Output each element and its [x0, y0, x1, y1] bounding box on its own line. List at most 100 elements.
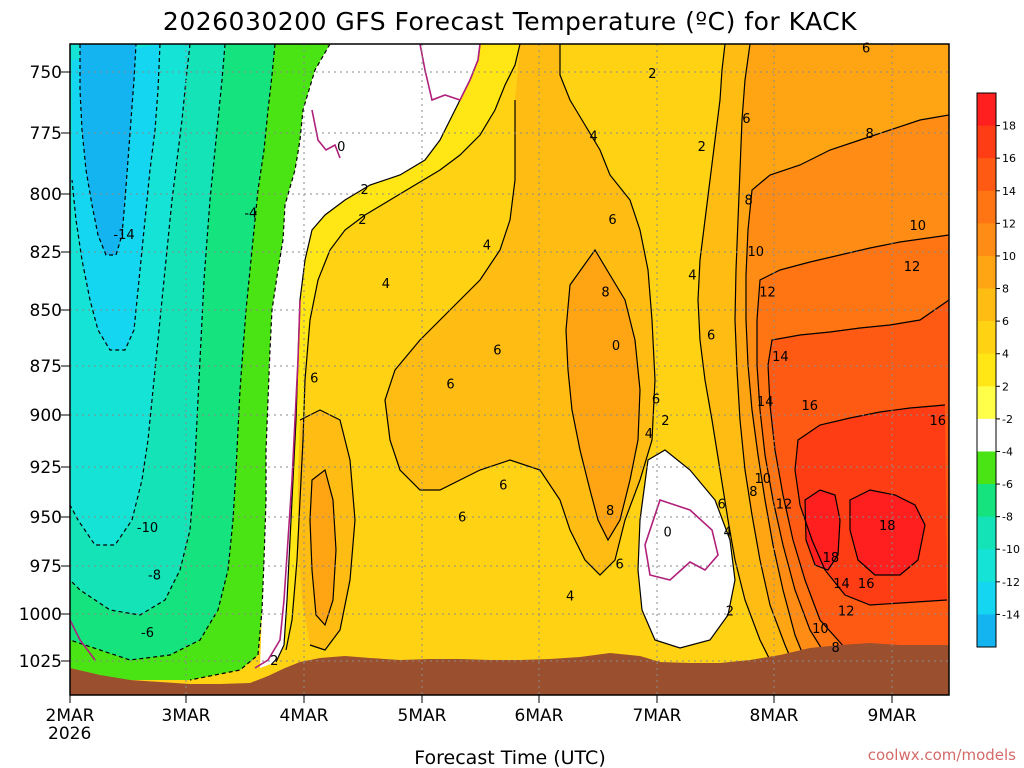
contour-label: 4	[483, 239, 491, 254]
colorbar-swatch	[977, 93, 996, 127]
colorbar-label: 14	[1002, 185, 1016, 198]
contour-label: 2	[358, 213, 366, 228]
contour-line	[804, 489, 841, 571]
zero-degree-contours	[70, 44, 719, 669]
colorbar-label: 18	[1002, 120, 1016, 133]
contour-lines	[70, 44, 949, 681]
colorbar-swatch	[977, 321, 996, 355]
x-tick-label: 6MAR	[515, 706, 564, 726]
colorbar-frame	[976, 92, 997, 648]
colorbar-swatch	[977, 125, 996, 159]
colorbar-swatch	[977, 614, 996, 648]
colorbar-swatches	[977, 93, 996, 648]
contour-label: 12	[776, 498, 793, 513]
colorbar-swatch	[977, 484, 996, 518]
contour-label: 2	[648, 67, 656, 82]
region-fill-18plus	[805, 490, 925, 575]
contour-line	[285, 44, 521, 651]
y-tick-label: 850	[30, 301, 62, 321]
contour-line	[745, 114, 949, 673]
contour-line	[71, 44, 161, 351]
contour-label: 6	[862, 41, 870, 56]
colorbar-swatch	[977, 581, 996, 615]
x-axis-title: Forecast Time (UTC)	[414, 747, 605, 768]
contour-label: -4	[244, 206, 257, 221]
contour-line	[697, 44, 781, 681]
contour-label: 4	[566, 590, 574, 605]
colorbar-swatch	[977, 288, 996, 322]
colorbar-swatch	[977, 386, 996, 420]
contour-line	[756, 234, 949, 663]
colorbar-label: -10	[1002, 543, 1020, 556]
colorbar-swatch	[977, 418, 996, 452]
contour-label: 16	[802, 399, 819, 414]
x-tick-label: 4MAR	[280, 706, 329, 726]
contour-label: 6	[707, 328, 715, 343]
colorbar-label: -14	[1002, 608, 1020, 621]
colorbar-label: 10	[1002, 250, 1016, 263]
contour-line	[189, 44, 331, 681]
contour-label: 14	[772, 350, 789, 365]
x-tick-label: 8MAR	[750, 706, 799, 726]
colorbar-swatch	[977, 516, 996, 550]
colorbar-swatch	[977, 255, 996, 290]
x-tick-label: 5MAR	[398, 706, 447, 726]
y-tick-label: 950	[30, 508, 62, 528]
contour-label: 6	[446, 378, 454, 393]
contour-line-zero	[644, 498, 719, 581]
colorbar-label: -8	[1002, 511, 1013, 524]
x-tick-label: 3MAR	[162, 706, 211, 726]
contour-label: 2	[698, 140, 706, 155]
colorbar-label: 4	[1002, 348, 1009, 361]
colorbar-label: 8	[1002, 283, 1009, 296]
region-fill-neg2to2	[260, 44, 480, 668]
plot-area	[70, 44, 949, 695]
contour-label: 8	[745, 194, 753, 209]
colorbar-labels: 18 16 14 12 10 8 6 4 2 -2 -4 -6 -8 -10 -12 -14	[996, 120, 1020, 621]
contour-label: 6	[742, 112, 750, 127]
y-tick-label: 825	[30, 243, 62, 263]
contour-label: 6	[310, 371, 318, 386]
y-tick-label: 975	[30, 557, 62, 577]
contour-label: 2	[661, 414, 669, 429]
contour-label: 6	[615, 558, 623, 573]
x-year-label: 2026	[48, 724, 91, 744]
colorbar-label: 16	[1002, 152, 1016, 165]
contour-label: 10	[748, 245, 765, 260]
contour-label: 18	[879, 519, 896, 534]
contour-label: 4	[645, 427, 653, 442]
colorbar-label: -4	[1002, 445, 1013, 458]
contour-label: 0	[337, 140, 345, 155]
contour-line-zero	[254, 299, 301, 669]
colorbar-swatch	[977, 549, 996, 583]
y-tick-label: 1000	[19, 605, 62, 625]
x-tick-label: 2MAR	[46, 706, 95, 726]
contour-label: 8	[831, 641, 839, 656]
contour-label: 2	[726, 605, 734, 620]
colorbar-label: 2	[1002, 380, 1009, 393]
contour-label: 16	[858, 577, 875, 592]
credit-text: coolwx.com/models	[868, 746, 1016, 764]
contour-line	[275, 44, 481, 663]
contour-label: 6	[718, 498, 726, 513]
contour-label: 0	[612, 339, 620, 354]
contour-label: 4	[688, 269, 696, 284]
contour-line	[309, 468, 337, 627]
contour-line	[70, 44, 226, 616]
contour-label: 18	[823, 551, 840, 566]
contour-label: 4	[590, 129, 598, 144]
grid-lines	[70, 44, 949, 695]
region-fill-neg2to2-pocket	[638, 450, 735, 648]
contour-label: 12	[904, 260, 921, 275]
contour-label: 6	[458, 511, 466, 526]
contour-label: 6	[608, 213, 616, 228]
contour-label: 16	[930, 414, 947, 429]
y-tick-label: 900	[30, 406, 62, 426]
contour-line	[794, 404, 948, 606]
chart-title: 2026030200 GFS Forecast Temperature (ºC)…	[163, 7, 857, 36]
region-fill-neg14	[80, 44, 136, 255]
colorbar-swatch	[977, 223, 996, 257]
contour-line	[734, 44, 801, 681]
terrain-surface	[70, 643, 949, 695]
